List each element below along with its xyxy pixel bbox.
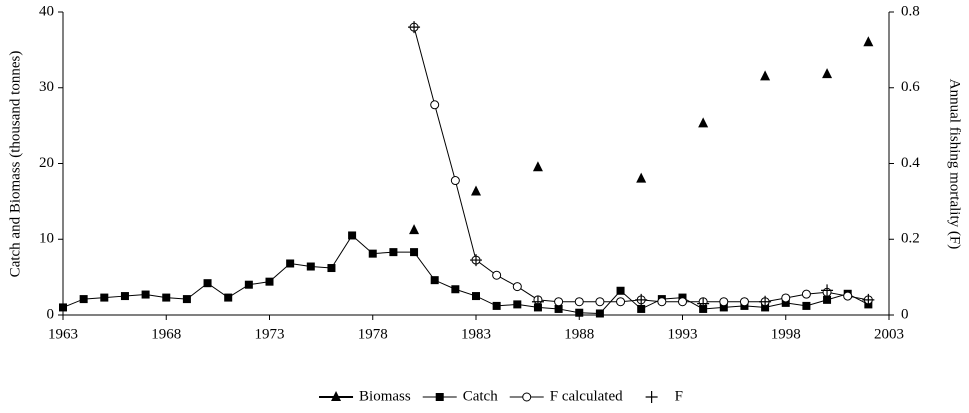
y2-tick-label: 0.6 xyxy=(901,79,920,95)
x-tick-label: 2003 xyxy=(874,326,904,342)
marker-plus xyxy=(759,295,772,308)
marker-square xyxy=(141,290,150,299)
marker-circle xyxy=(492,270,502,280)
marker-square xyxy=(348,231,357,240)
x-tick-label: 1973 xyxy=(255,326,285,342)
marker-triangle xyxy=(471,185,481,196)
marker-square xyxy=(368,249,377,258)
marker-plus xyxy=(697,297,710,310)
marker-triangle xyxy=(331,391,342,401)
marker-plus xyxy=(645,391,658,403)
marker-square xyxy=(719,303,728,312)
marker-square xyxy=(389,248,398,257)
marker-square xyxy=(595,309,604,318)
marker-square xyxy=(430,276,439,285)
x-tick-label: 1998 xyxy=(771,326,801,342)
marker-triangle xyxy=(636,172,647,183)
marker-square xyxy=(286,259,295,268)
marker-square xyxy=(823,295,832,304)
y-tick-label: 0 xyxy=(47,306,55,322)
legend-label: F calculated xyxy=(550,388,623,404)
marker-triangle xyxy=(698,117,709,128)
y2-tick-label: 0 xyxy=(901,306,909,322)
marker-square xyxy=(182,295,191,304)
marker-circle xyxy=(801,289,811,299)
marker-plus xyxy=(635,293,648,306)
marker-circle xyxy=(595,297,605,307)
marker-triangle xyxy=(822,68,833,79)
y2-axis-label: Annual fishing mortality (F) xyxy=(947,79,963,249)
marker-circle xyxy=(430,100,440,110)
marker-circle xyxy=(781,293,791,303)
marker-circle xyxy=(616,297,626,307)
marker-circle xyxy=(512,282,522,292)
marker-plus xyxy=(821,284,834,297)
marker-square xyxy=(162,293,171,302)
marker-square xyxy=(781,298,790,307)
legend: Biomass Catch F calculated F xyxy=(319,388,683,404)
marker-circle xyxy=(739,297,749,307)
marker-square xyxy=(554,304,563,313)
marker-plus xyxy=(862,293,875,306)
marker-plus xyxy=(470,254,482,267)
marker-plus xyxy=(408,21,421,34)
marker-square xyxy=(513,300,522,309)
series-line xyxy=(413,27,869,303)
marker-circle xyxy=(843,291,853,301)
marker-square xyxy=(224,293,233,302)
series-line xyxy=(62,234,869,314)
marker-square xyxy=(802,301,811,310)
x-tick-label: 1978 xyxy=(358,326,388,342)
marker-circle xyxy=(574,297,584,307)
marker-square xyxy=(79,295,88,304)
marker-square xyxy=(410,248,419,257)
marker-circle xyxy=(554,297,564,307)
y-tick-label: 20 xyxy=(39,155,54,171)
marker-circle xyxy=(657,297,667,307)
y2-tick-label: 0.2 xyxy=(901,231,920,247)
y-axis-label: Catch and Biomass (thousand tonnes) xyxy=(7,51,23,278)
marker-square xyxy=(59,303,67,312)
marker-triangle xyxy=(863,36,874,47)
marker-square xyxy=(265,277,274,286)
x-tick-label: 1963 xyxy=(48,326,78,342)
legend-label: Catch xyxy=(463,388,498,404)
y-tick-label: 10 xyxy=(39,231,54,247)
marker-triangle xyxy=(532,161,543,172)
marker-square xyxy=(451,285,460,294)
marker-square xyxy=(435,393,444,401)
y2-tick-label: 0.4 xyxy=(901,155,920,171)
marker-square xyxy=(327,264,336,273)
x-tick-label: 1988 xyxy=(564,326,594,342)
y-tick-label: 30 xyxy=(39,79,54,95)
marker-square xyxy=(637,304,646,313)
marker-circle xyxy=(450,176,460,186)
marker-square xyxy=(472,292,480,301)
marker-circle xyxy=(522,392,532,402)
marker-square xyxy=(306,262,315,271)
marker-square xyxy=(120,292,129,301)
marker-plus xyxy=(531,295,544,308)
x-tick-label: 1983 xyxy=(461,326,491,342)
marker-square xyxy=(244,280,253,289)
y-tick-label: 40 xyxy=(39,3,54,19)
x-tick-label: 1993 xyxy=(668,326,698,342)
marker-triangle xyxy=(760,70,771,81)
marker-square xyxy=(203,279,212,288)
marker-square xyxy=(616,286,625,295)
legend-label: F xyxy=(675,388,683,404)
marker-square xyxy=(100,293,109,302)
marker-triangle xyxy=(409,224,420,235)
legend-label: Biomass xyxy=(359,388,411,404)
marker-square xyxy=(575,308,584,317)
y2-tick-label: 0.8 xyxy=(901,3,920,19)
marker-circle xyxy=(678,297,687,307)
marker-circle xyxy=(719,297,729,307)
marker-square xyxy=(492,301,501,310)
x-tick-label: 1968 xyxy=(151,326,181,342)
